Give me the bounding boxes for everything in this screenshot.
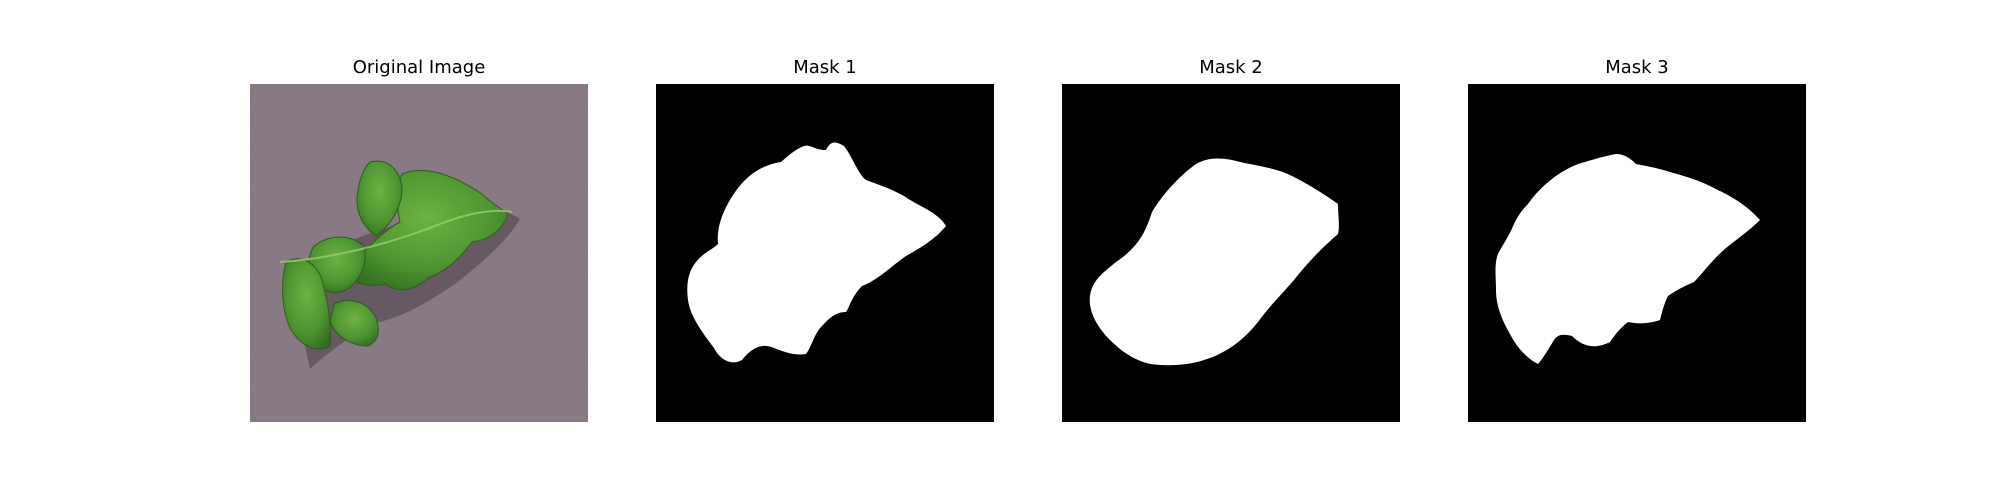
- original-image: [250, 84, 588, 422]
- mask-3-svg: [1468, 84, 1806, 422]
- mask-3-region: [1495, 154, 1760, 364]
- mask-2-region: [1089, 158, 1339, 366]
- mask-1-svg: [656, 84, 994, 422]
- mask-1-region: [687, 142, 946, 363]
- panel-title-mask-1: Mask 1: [793, 57, 857, 78]
- panel-title-mask-3: Mask 3: [1605, 57, 1669, 78]
- mask-3-image: [1468, 84, 1806, 422]
- mask-2-svg: [1062, 84, 1400, 422]
- mask-2-image: [1062, 84, 1400, 422]
- mask-1-image: [656, 84, 994, 422]
- leaf-midrib: [279, 209, 513, 263]
- panel-title-original-image: Original Image: [352, 57, 486, 78]
- panel-title-mask-2: Mask 2: [1199, 57, 1263, 78]
- leaf-photo: [250, 84, 588, 422]
